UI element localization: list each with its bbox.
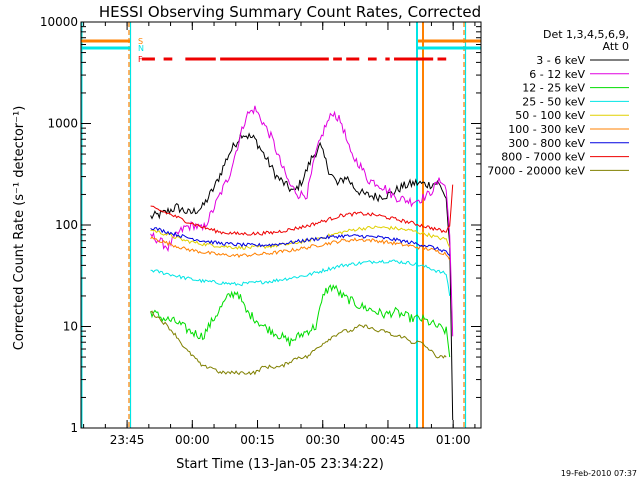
legend-label: 300 - 800 keV bbox=[508, 137, 585, 150]
chart-title: HESSI Observing Summary Count Rates, Cor… bbox=[99, 3, 481, 21]
legend-label: 12 - 25 keV bbox=[522, 82, 585, 95]
y-axis-label: Corrected Count Rate (s⁻¹ detector⁻¹) bbox=[12, 106, 27, 351]
legend-label: 25 - 50 keV bbox=[522, 95, 585, 108]
series-line-3 bbox=[150, 259, 451, 296]
series-line-1 bbox=[150, 105, 454, 337]
x-tick-label: 00:00 bbox=[175, 433, 210, 447]
legend-label: 7000 - 20000 keV bbox=[487, 164, 585, 177]
x-tick-label: 00:15 bbox=[240, 433, 275, 447]
x-tick-label: 23:45 bbox=[110, 433, 145, 447]
y-tick-label: 1 bbox=[70, 421, 78, 435]
legend-label: 50 - 100 keV bbox=[515, 109, 585, 122]
y-tick-label: 1000 bbox=[47, 117, 78, 131]
series-line-0 bbox=[150, 132, 454, 421]
series-line-6 bbox=[150, 227, 451, 256]
x-tick-label: 01:00 bbox=[436, 433, 471, 447]
series-line-4 bbox=[150, 225, 451, 250]
series-line-8 bbox=[150, 310, 447, 376]
legend-label: 6 - 12 keV bbox=[529, 68, 585, 81]
series-line-2 bbox=[150, 284, 451, 358]
x-tick-label: 00:30 bbox=[305, 433, 340, 447]
footer-date: 19-Feb-2010 07:37 bbox=[561, 469, 637, 478]
series-line-5 bbox=[150, 236, 451, 261]
x-axis-label: Start Time (13-Jan-05 23:34:22) bbox=[176, 457, 384, 472]
flag-label-n: N bbox=[138, 44, 144, 53]
legend-label: 3 - 6 keV bbox=[536, 54, 585, 67]
flag-label-f: F bbox=[138, 55, 143, 64]
legend-label: 800 - 7000 keV bbox=[501, 151, 585, 164]
x-tick-label: 00:45 bbox=[371, 433, 406, 447]
series-line-7 bbox=[150, 184, 454, 236]
flag-label-s: S bbox=[138, 37, 143, 46]
legend-label: 100 - 300 keV bbox=[508, 123, 585, 136]
legend-header: Det 1,3,4,5,6,9, bbox=[543, 28, 629, 41]
y-tick-label: 10 bbox=[63, 320, 78, 334]
legend-header: Att 0 bbox=[603, 40, 629, 53]
plot-area: SNF 1 10 100 1000 10000 23:45 00:00 00:15 00:30 0… bbox=[40, 15, 482, 447]
y-tick-label: 10000 bbox=[40, 15, 78, 29]
y-tick-label: 100 bbox=[55, 218, 78, 232]
